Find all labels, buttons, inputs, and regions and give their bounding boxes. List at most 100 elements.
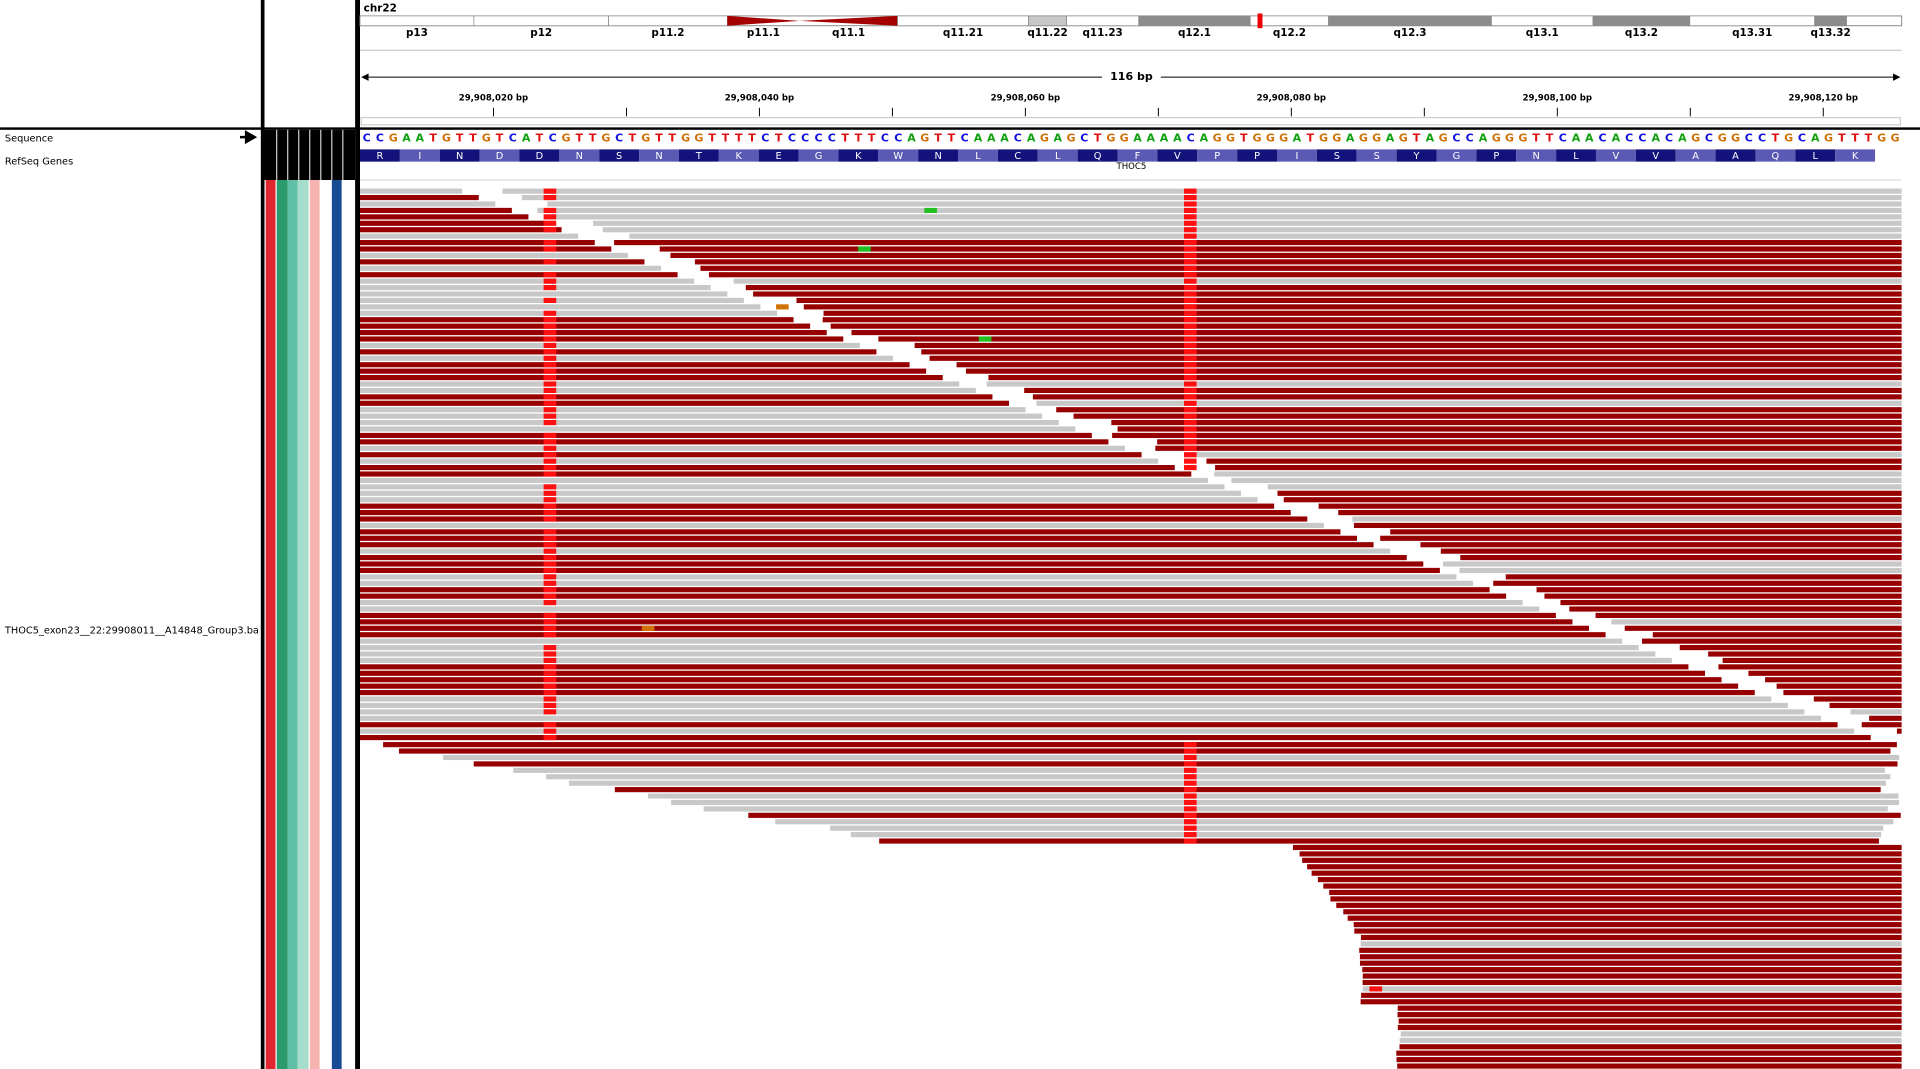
base: T (496, 131, 504, 144)
attribute-cell[interactable] (276, 180, 288, 1069)
read (547, 201, 1902, 207)
amino-acid-cell (1675, 149, 1716, 162)
read (360, 471, 1192, 477)
mismatch (543, 387, 557, 394)
amino-acid: G (815, 151, 823, 162)
track-label[interactable]: RefSeq Genes (5, 157, 73, 168)
amino-acid-cell (918, 149, 959, 162)
content: p13 p12 p11.2 p11.1 q11.1 q11.21 q11.22 q11.23 q… (359, 13, 1903, 1069)
read (1336, 902, 1902, 908)
read (360, 317, 794, 323)
amino-acid-cell (1157, 149, 1198, 162)
ruler-tick-label: 29,908,120 bp (1789, 93, 1858, 103)
read (360, 728, 1855, 734)
read (549, 214, 1902, 220)
read (360, 522, 1324, 529)
read (700, 265, 1902, 271)
read (1360, 934, 1902, 941)
strand-arrow[interactable] (240, 130, 258, 145)
mismatch (543, 297, 557, 304)
base: A (1027, 131, 1036, 144)
read (1595, 612, 1902, 619)
read (1329, 889, 1902, 896)
read (360, 445, 1126, 451)
read (360, 567, 1440, 574)
base: C (814, 131, 822, 144)
read (360, 555, 1407, 561)
mismatch (543, 561, 557, 567)
read (629, 233, 1902, 239)
band-label: q13.32 (1810, 27, 1850, 39)
base: C (1014, 131, 1022, 144)
track-label[interactable]: Sequence (5, 133, 53, 144)
attribute-cell[interactable] (309, 180, 320, 1069)
track-label[interactable]: THOC5_exon23__22:29908011__A14848_Group3… (4, 626, 269, 637)
mismatch (1183, 220, 1197, 226)
read (1400, 1031, 1902, 1037)
band-label: q12.1 (1178, 27, 1211, 39)
mismatch (543, 458, 557, 464)
amino-acid: N (576, 151, 583, 162)
mismatch (1183, 310, 1197, 316)
read (360, 490, 1242, 496)
mismatch (1183, 349, 1197, 355)
amino-acid-cell (1715, 149, 1756, 162)
read (360, 709, 1805, 715)
amino-acid-cell (599, 149, 640, 162)
base: G (1691, 131, 1700, 144)
base: G (1359, 131, 1368, 144)
base: C (761, 131, 769, 144)
band-label: p11.1 (747, 27, 780, 39)
mismatch (543, 362, 557, 368)
base: G (482, 131, 491, 144)
band (1814, 15, 1847, 27)
read (360, 677, 1722, 683)
base: A (1053, 131, 1062, 144)
band (1328, 15, 1492, 27)
attribute-cell[interactable] (287, 180, 298, 1069)
read (383, 742, 1897, 748)
base: G (1518, 131, 1527, 144)
band (897, 15, 1029, 27)
base: C (1625, 131, 1633, 144)
read (1679, 645, 1902, 651)
read (360, 394, 993, 400)
mismatch (1183, 381, 1197, 387)
mismatch (543, 587, 557, 593)
span-bg (1102, 68, 1161, 86)
read (360, 638, 1623, 644)
base: C (801, 131, 809, 144)
attribute-cell[interactable] (265, 180, 276, 1069)
read (1302, 857, 1902, 863)
attribute-cell[interactable] (297, 180, 309, 1069)
mismatch (1183, 304, 1197, 310)
mismatch (543, 690, 557, 696)
mismatch (1183, 297, 1197, 304)
mismatch (858, 246, 871, 252)
mismatch (1183, 323, 1197, 329)
read (360, 233, 579, 239)
base: T (1094, 131, 1102, 144)
read (1829, 702, 1902, 709)
amino-acid-cell (1436, 149, 1477, 162)
base: G (1372, 131, 1381, 144)
read (360, 246, 612, 252)
mismatch (1183, 420, 1197, 426)
base: C (828, 131, 836, 144)
base: T (576, 131, 584, 144)
base: T (1772, 131, 1780, 144)
attribute-cell[interactable] (331, 180, 342, 1069)
read (1112, 432, 1902, 439)
band (1138, 15, 1251, 27)
mismatch (1369, 986, 1383, 992)
read (614, 240, 1902, 246)
mismatch (543, 702, 557, 709)
mismatch (543, 439, 557, 445)
base: C (549, 131, 557, 144)
mismatch (1183, 799, 1197, 806)
mismatch (543, 413, 557, 419)
amino-acid-cell (1316, 149, 1357, 162)
read (986, 381, 1902, 387)
mismatch (1183, 774, 1197, 780)
